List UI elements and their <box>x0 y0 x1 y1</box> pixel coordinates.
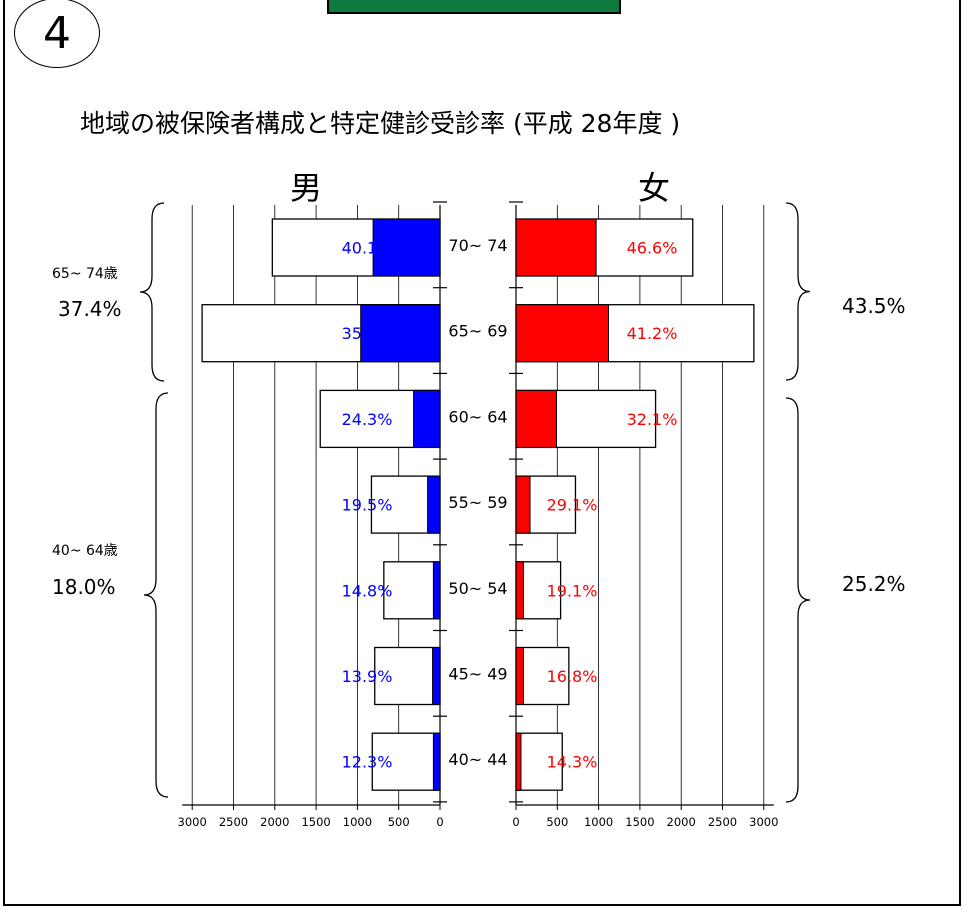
left-brace-65-74 <box>139 202 165 382</box>
age-category-label: 65~ 69 <box>448 322 507 341</box>
x-tick-label: 1000 <box>343 815 372 829</box>
male-examined-bar <box>432 561 441 620</box>
age-category-label: 55~ 59 <box>448 493 507 512</box>
female-population-bar <box>515 732 563 791</box>
x-tick-label: 1500 <box>301 815 330 829</box>
female-examined-bar <box>515 732 522 791</box>
male-population-bar <box>383 561 441 620</box>
age-category-label: 70~ 74 <box>448 236 507 255</box>
female-rate-label: 32.1% <box>627 410 678 429</box>
x-tick-label: 3000 <box>178 815 207 829</box>
male-examined-bar <box>413 389 441 448</box>
male-population-bar <box>374 646 441 706</box>
female-examined-bar <box>515 218 597 277</box>
x-tick-label: 500 <box>388 815 410 829</box>
female-rate-label: 29.1% <box>547 496 598 515</box>
age-category-label: 45~ 49 <box>448 665 507 684</box>
male-rate-label: 14.8% <box>342 581 393 600</box>
left-brace-40-64 <box>143 392 169 798</box>
x-tick-label: 3000 <box>749 815 778 829</box>
right-brace-40-64 <box>785 397 811 803</box>
male-rate-label: 40.1% <box>342 239 393 258</box>
slide-frame <box>3 0 961 906</box>
x-tick-label: 1500 <box>625 815 654 829</box>
male-examined-bar <box>427 475 441 534</box>
section-number: 4 <box>43 7 71 59</box>
right-group-value-65-74: 43.5% <box>842 294 906 318</box>
male-rate-label: 35.4% <box>342 324 393 343</box>
male-rate-label: 13.9% <box>342 667 393 686</box>
x-tick-label: 1000 <box>584 815 613 829</box>
right-brace-65-74 <box>785 202 811 381</box>
age-category-label: 60~ 64 <box>448 407 507 426</box>
female-population-bar <box>515 646 570 706</box>
green-header-box <box>327 0 621 14</box>
section-number-badge: 4 <box>14 0 100 68</box>
male-rate-label: 19.5% <box>342 496 393 515</box>
male-side-title: 男 <box>290 169 322 207</box>
female-rate-label: 19.1% <box>547 581 598 600</box>
male-examined-bar <box>432 732 441 791</box>
male-examined-bar <box>432 647 441 705</box>
x-tick-label: 2500 <box>708 815 737 829</box>
female-examined-bar <box>515 475 531 534</box>
x-tick-label: 0 <box>436 815 443 829</box>
male-rate-label: 24.3% <box>342 410 393 429</box>
female-examined-bar <box>515 561 524 620</box>
female-examined-bar <box>515 647 524 705</box>
male-rate-label: 12.3% <box>342 753 393 772</box>
female-examined-bar <box>515 389 557 448</box>
left-group-label-40-64: 40~ 64歳 <box>52 543 118 559</box>
female-side-title: 女 <box>638 169 670 207</box>
left-group-value-65-74: 37.4% <box>58 297 122 321</box>
female-rate-label: 41.2% <box>627 324 678 343</box>
age-category-label: 40~ 44 <box>448 750 507 769</box>
x-tick-label: 2500 <box>219 815 248 829</box>
x-tick-label: 2000 <box>260 815 289 829</box>
age-category-label: 50~ 54 <box>448 579 507 598</box>
female-examined-bar <box>515 304 610 363</box>
female-rate-label: 46.6% <box>627 239 678 258</box>
right-group-value-40-64: 25.2% <box>842 572 906 596</box>
female-rate-label: 16.8% <box>547 667 598 686</box>
left-group-label-65-74: 65~ 74歳 <box>52 266 118 282</box>
female-rate-label: 14.3% <box>547 753 598 772</box>
male-population-bar <box>371 732 441 791</box>
male-examined-bar <box>360 304 441 363</box>
x-tick-label: 0 <box>512 815 519 829</box>
x-tick-label: 500 <box>546 815 568 829</box>
chart-title: 地域の被保険者構成と特定健診受診率 (平成 28年度 ) <box>80 109 681 138</box>
x-tick-label: 2000 <box>667 815 696 829</box>
left-group-value-40-64: 18.0% <box>52 575 116 599</box>
